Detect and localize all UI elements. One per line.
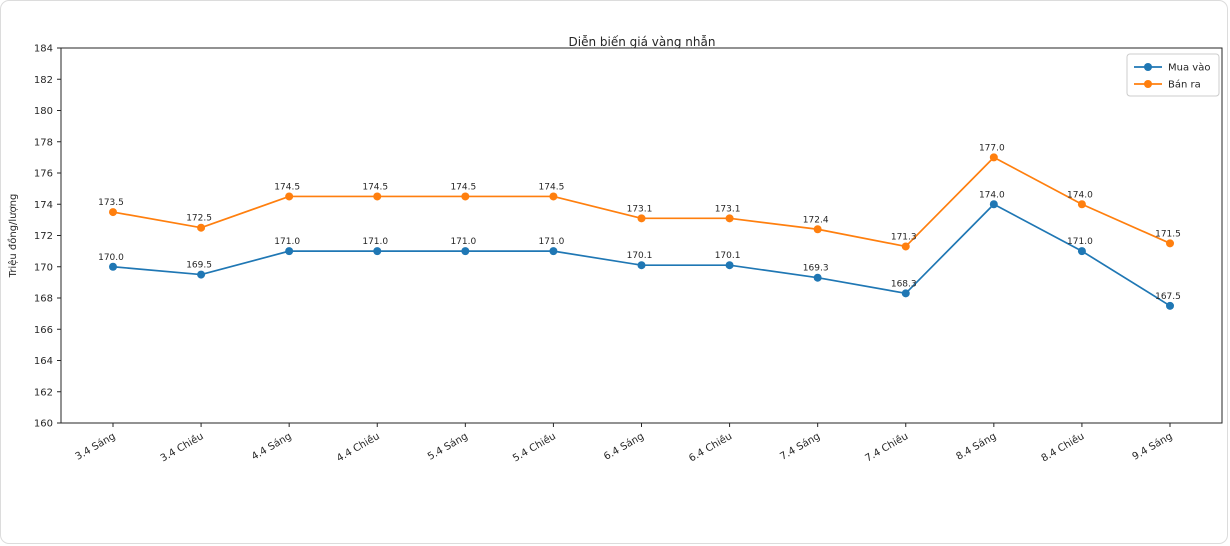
chart-title: Diễn biến giá vàng nhẫn	[569, 35, 716, 49]
legend-label: Bán ra	[1168, 79, 1201, 91]
data-point-marker	[109, 208, 117, 217]
y-tick-label: 176	[34, 169, 53, 180]
data-point-marker	[989, 153, 998, 162]
y-tick-label: 184	[34, 44, 53, 55]
x-tick-label: 5.4 Sáng	[426, 430, 470, 463]
x-tick-label: 5.4 Chiều	[511, 430, 558, 464]
plot-area: 160 162 164 166 168 170 172 174 176 178 180 182 184 3…	[34, 44, 1223, 464]
data-point-label: 173.1	[627, 204, 653, 214]
data-point-marker	[901, 242, 910, 251]
y-tick-label: 180	[34, 106, 53, 117]
y-tick-label: 166	[34, 325, 53, 336]
data-point-label: 174.5	[539, 182, 565, 192]
data-point-label: 171.0	[450, 237, 476, 247]
y-tick-label: 162	[34, 387, 53, 398]
data-point-marker	[813, 225, 822, 234]
y-tick-label: 170	[34, 262, 53, 273]
data-point-marker	[1166, 239, 1174, 248]
x-tick-label: 7.4 Sáng	[778, 430, 822, 463]
data-point-label: 170.1	[627, 251, 653, 261]
legend-marker	[1144, 80, 1152, 88]
y-tick-label: 160	[34, 419, 53, 430]
data-point-label: 171.0	[539, 237, 565, 247]
data-point-label: 171.0	[1067, 237, 1093, 247]
y-tick-label: 168	[34, 294, 53, 305]
data-point-label: 173.1	[715, 204, 741, 214]
data-point-marker	[813, 273, 822, 282]
data-point-label: 170.1	[715, 251, 741, 261]
data-point-marker	[637, 214, 646, 223]
axes-frame	[60, 47, 1223, 424]
data-point-label: 174.5	[362, 182, 388, 192]
x-tick-label: 8.4 Chiều	[1039, 430, 1086, 464]
data-point-marker	[461, 192, 470, 201]
data-point-label: 177.0	[979, 143, 1005, 153]
data-point-label: 171.0	[362, 237, 388, 247]
data-point-label: 174.0	[1067, 190, 1093, 200]
data-point-marker	[725, 214, 734, 223]
data-point-label: 171.0	[274, 237, 300, 247]
data-point-label: 168.3	[891, 279, 917, 289]
x-tick-label: 6.4 Chiều	[687, 430, 734, 464]
data-point-marker	[725, 261, 734, 270]
data-point-marker	[197, 223, 206, 232]
data-point-marker	[1077, 247, 1086, 256]
data-point-marker	[1077, 200, 1086, 209]
y-tick-label: 182	[34, 75, 53, 86]
data-point-label: 174.5	[450, 182, 476, 192]
y-axis-label: Triệu đồng/lượng	[7, 194, 19, 279]
x-tick-label: 6.4 Sáng	[602, 430, 646, 463]
data-point-marker	[461, 247, 470, 256]
data-point-marker	[1166, 301, 1174, 310]
data-point-label: 174.5	[274, 182, 300, 192]
x-tick-label: 7.4 Chiều	[863, 430, 910, 464]
legend-marker	[1144, 63, 1152, 71]
data-point-label: 174.0	[979, 190, 1005, 200]
data-point-label: 169.5	[186, 261, 212, 271]
data-point-marker	[901, 289, 910, 298]
y-tick-label: 178	[34, 137, 53, 148]
x-tick-label: 9.4 Sáng	[1130, 430, 1174, 463]
x-tick-label: 4.4 Sáng	[249, 430, 293, 463]
data-point-label: 170.0	[98, 253, 124, 263]
legend-label: Mua vào	[1168, 62, 1210, 74]
y-tick-label: 172	[34, 231, 53, 242]
y-tick-label: 174	[34, 200, 53, 211]
data-point-marker	[637, 261, 646, 270]
data-point-label: 171.5	[1155, 229, 1181, 239]
series-line	[112, 156, 1171, 248]
data-point-label: 173.5	[98, 198, 124, 208]
x-tick-label: 3.4 Chiều	[158, 430, 205, 464]
data-point-label: 172.4	[803, 215, 829, 225]
data-point-label: 167.5	[1155, 292, 1181, 302]
data-point-marker	[373, 247, 382, 256]
legend: Mua vào Bán ra	[1126, 53, 1220, 97]
x-tick-label: 4.4 Chiều	[334, 430, 381, 464]
data-point-label: 169.3	[803, 264, 829, 274]
data-point-marker	[109, 262, 117, 271]
data-point-marker	[373, 192, 382, 201]
data-point-marker	[549, 192, 558, 201]
data-point-marker	[989, 200, 998, 209]
data-point-label: 172.5	[186, 214, 212, 224]
data-point-marker	[285, 247, 294, 256]
data-point-marker	[285, 192, 294, 201]
x-tick-label: 8.4 Sáng	[954, 430, 998, 463]
data-point-label: 171.3	[891, 232, 917, 242]
y-tick-label: 164	[34, 356, 53, 367]
x-tick-label: 3.4 Sáng	[73, 430, 117, 463]
data-point-marker	[197, 270, 206, 279]
data-point-marker	[549, 247, 558, 256]
